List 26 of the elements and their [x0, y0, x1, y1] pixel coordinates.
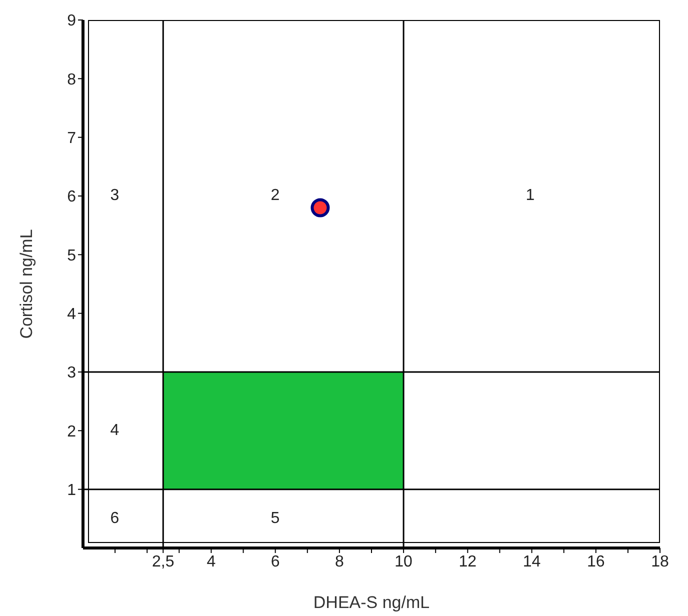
- y-tick-label: 7: [67, 130, 76, 148]
- y-tick-label: 1: [67, 482, 76, 500]
- x-tick-label: 14: [522, 553, 541, 570]
- x-tick-label: 8: [334, 553, 344, 570]
- y-tick-label: 6: [67, 188, 76, 206]
- x-tick-label: 10: [394, 553, 413, 570]
- y-axis-title: Cortisol ng/mL: [17, 229, 36, 339]
- annotation: 2: [270, 186, 280, 205]
- x-tick-label: 16: [586, 553, 605, 570]
- y-tick-label: 8: [67, 71, 76, 88]
- annotation: 4: [110, 422, 120, 440]
- annotation: 3: [110, 186, 120, 205]
- x-tick-label: 6: [270, 553, 280, 570]
- y-tick-label: 5: [67, 247, 76, 264]
- y-tick-label: 4: [67, 306, 76, 324]
- x-tick-label: 4: [206, 553, 216, 570]
- x-tick-label: 18: [651, 553, 669, 570]
- x-axis-title: DHEA-S ng/mL: [313, 593, 430, 612]
- y-tick-label: 3: [67, 364, 76, 382]
- annotation: 6: [110, 510, 120, 528]
- y-tick-label: 9: [67, 12, 76, 30]
- y-tick-label: 2: [67, 423, 76, 440]
- annotation: 5: [270, 510, 280, 528]
- annotation: 1: [526, 186, 535, 205]
- x-tick-label: 12: [458, 553, 477, 570]
- x-tick-label: 2,5: [152, 553, 174, 570]
